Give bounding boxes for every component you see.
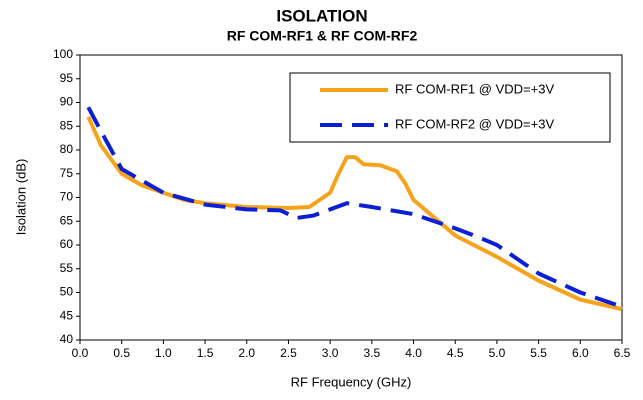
y-axis-label: Isolation (dB) [13,159,28,236]
x-tick-label: 1.5 [197,346,214,360]
y-tick-label: 80 [60,142,74,156]
chart-title: ISOLATION [276,6,367,25]
x-tick-label: 1.0 [155,346,172,360]
legend-label: RF COM-RF2 @ VDD=+3V [395,116,554,131]
y-tick-label: 45 [60,308,74,322]
x-tick-label: 0.0 [72,346,89,360]
x-tick-label: 5.5 [530,346,547,360]
legend-label: RF COM-RF1 @ VDD=+3V [395,81,554,96]
y-tick-label: 75 [60,166,74,180]
series-line [86,106,623,309]
y-tick-label: 60 [60,237,74,251]
x-tick-label: 0.5 [113,346,130,360]
x-axis-label: RF Frequency (GHz) [291,374,412,389]
legend-box [289,72,611,143]
x-tick-label: 6.5 [614,346,631,360]
y-tick-label: 65 [60,213,74,227]
y-tick-label: 90 [60,95,74,109]
x-tick-label: 4.0 [405,346,422,360]
y-tick-label: 85 [60,118,74,132]
y-tick-label: 50 [60,285,74,299]
y-tick-label: 100 [53,47,73,61]
x-tick-label: 2.0 [238,346,255,360]
x-tick-label: 3.5 [364,346,381,360]
x-tick-label: 6.0 [572,346,589,360]
y-tick-label: 40 [60,332,74,346]
x-tick-label: 3.0 [322,346,339,360]
series-line [86,115,623,312]
y-tick-label: 55 [60,261,74,275]
y-tick-label: 70 [60,190,74,204]
y-tick-label: 95 [60,71,74,85]
x-tick-label: 5.0 [489,346,506,360]
x-tick-label: 4.5 [447,346,464,360]
x-tick-label: 2.5 [280,346,297,360]
chart-subtitle: RF COM-RF1 & RF COM-RF2 [227,28,418,44]
